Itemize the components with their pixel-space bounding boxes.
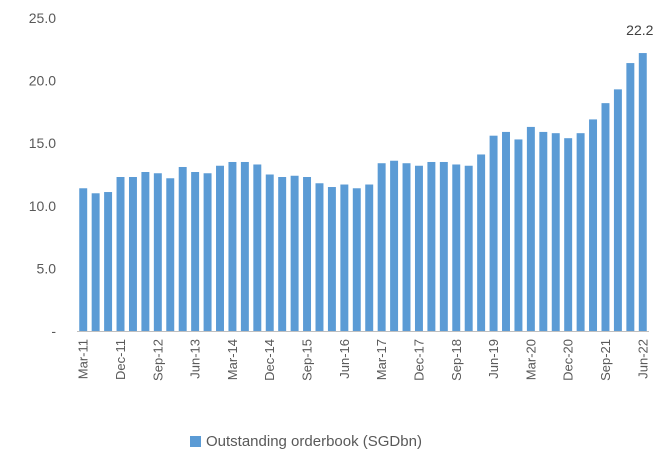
bar [154,173,162,331]
x-tick-label: Dec-14 [262,339,277,381]
bar [514,139,522,331]
bar [104,192,112,331]
bar [490,136,498,331]
bar [415,166,423,331]
bar [626,63,634,331]
bar [427,162,435,331]
data-label: 22.2 [626,22,653,38]
x-axis-ticks: Mar-11 Dec-11 Sep-12 Jun-13 Mar-14 Dec-14 Sep-… [76,339,651,381]
x-tick-label: Mar-14 [225,339,240,380]
x-tick-label: Sep-21 [598,339,613,381]
bar [353,188,361,331]
x-tick-label: Dec-11 [113,339,128,380]
x-tick-label: Jun-16 [337,339,352,379]
x-tick-label: Dec-17 [411,339,426,381]
bar [378,163,386,331]
bar [191,172,199,331]
y-tick-label: 5.0 [37,260,57,276]
bar [390,161,398,331]
x-tick-label: Mar-20 [523,339,538,380]
bar [216,166,224,331]
bar [440,162,448,331]
bar [452,164,460,331]
bar [129,177,137,331]
bar [166,178,174,331]
bar [564,138,572,331]
y-axis-ticks: - 5.0 10.0 15.0 20.0 25.0 [29,10,57,339]
x-tick-label: Mar-11 [76,339,91,379]
x-tick-label: Sep-12 [150,339,165,381]
bar [241,162,249,331]
bar [589,119,597,331]
bar [316,183,324,331]
bar [527,127,535,331]
y-tick-label: 10.0 [29,198,56,214]
bar [303,177,311,331]
bar [253,164,261,331]
bar [291,176,299,331]
bar [403,163,411,331]
bar [365,185,373,331]
data-labels: 22.2 [626,22,653,38]
legend-swatch [190,436,201,447]
bar [179,167,187,331]
bar [266,175,274,332]
x-tick-label: Jun-13 [188,339,203,379]
bar [228,162,236,331]
bar [614,89,622,331]
bar [602,103,610,331]
bar [539,132,547,331]
x-tick-label: Jun-19 [486,339,501,379]
x-tick-label: Jun-22 [635,339,650,379]
bar [328,187,336,331]
legend: Outstanding orderbook (SGDbn) [190,433,422,450]
y-tick-label: 15.0 [29,135,56,151]
bar [79,188,87,331]
bar [141,172,149,331]
bar-series [79,53,647,331]
x-tick-label: Sep-18 [449,339,464,381]
bar [340,185,348,331]
y-tick-label: 20.0 [29,73,56,89]
y-tick-label: 25.0 [29,10,56,26]
bar [477,154,485,331]
bar [502,132,510,331]
x-tick-label: Sep-15 [300,339,315,381]
bar [552,133,560,331]
bar [117,177,125,331]
y-tick-label: - [51,323,56,339]
x-tick-label: Mar-17 [374,339,389,380]
legend-label: Outstanding orderbook (SGDbn) [206,433,422,450]
bar [204,173,212,331]
bar [465,166,473,331]
bar [577,133,585,331]
bar [278,177,286,331]
x-tick-label: Dec-20 [561,339,576,381]
bar [639,53,647,331]
bar [92,193,100,331]
